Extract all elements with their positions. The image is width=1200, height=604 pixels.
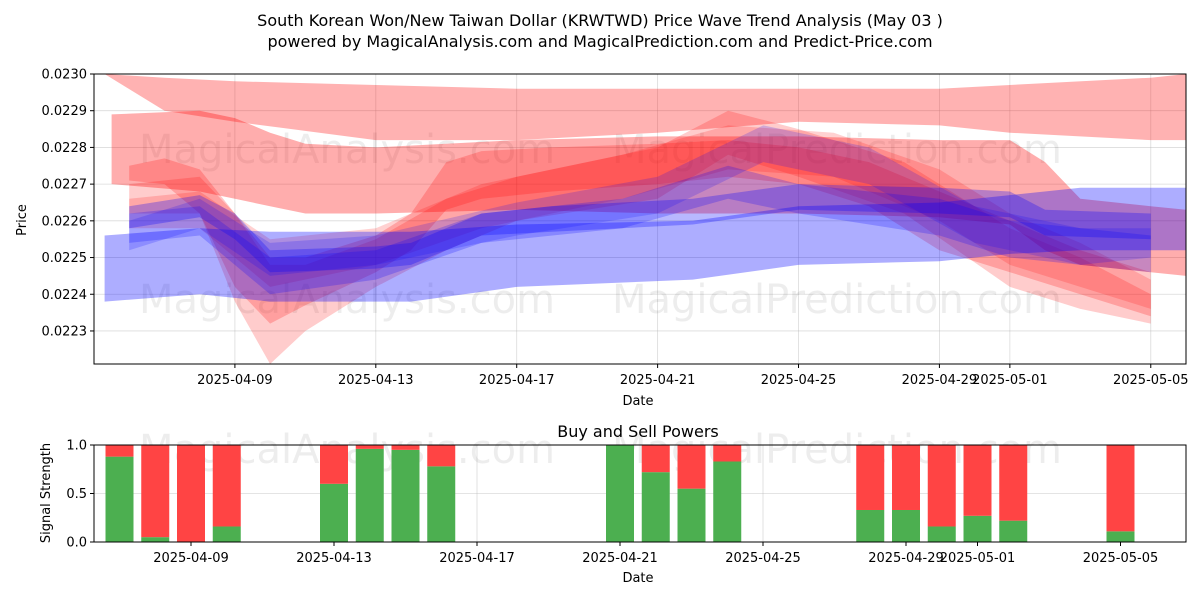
sell-bar	[963, 445, 992, 516]
chart-title-line2: powered by MagicalAnalysis.com and Magic…	[267, 32, 932, 51]
sell-bar	[1106, 445, 1135, 532]
sell-bar	[927, 445, 956, 527]
watermark-prediction-bottom: MagicalPrediction.com	[612, 277, 1062, 323]
buy-bar	[892, 509, 920, 542]
sell-bar	[320, 445, 348, 484]
price-x-ticks: 2025-04-09 2025-04-13 2025-04-17 2025-04-21…	[197, 364, 1189, 388]
price-x-tick-label: 2025-04-29	[902, 373, 978, 388]
buy-bar	[212, 526, 241, 542]
price-y-tick-label: 0.0228	[42, 141, 88, 156]
buy-bar	[927, 526, 956, 542]
price-y-ticks: 0.0223 0.0224 0.0225 0.0226 0.0227 0.0228 0.02…	[42, 68, 94, 339]
buy-bar	[641, 472, 670, 542]
buy-bar	[713, 461, 742, 542]
price-y-tick-label: 0.0223	[42, 324, 88, 339]
price-band-red-1	[104, 74, 1187, 141]
signal-x-tick-label: 2025-05-05	[1083, 551, 1159, 566]
signal-x-tick-label: 2025-04-21	[582, 551, 658, 566]
buy-bar	[427, 466, 456, 542]
buy-bar	[141, 537, 170, 542]
watermark-prediction-top: MagicalPrediction.com	[612, 127, 1062, 173]
price-band-red-2	[129, 140, 1151, 324]
buy-bar	[391, 449, 420, 542]
signal-x-axis-label: Date	[622, 571, 653, 586]
signal-y-tick-label: 0.5	[66, 487, 87, 502]
price-y-tick-label: 0.0227	[42, 178, 88, 193]
price-y-tick-label: 0.0229	[42, 104, 88, 119]
price-band-blue-8	[129, 125, 1151, 276]
price-band-blue-6	[129, 184, 1151, 273]
buy-bar	[105, 456, 134, 542]
sell-bar	[391, 445, 420, 450]
price-y-tick-label: 0.0225	[42, 251, 88, 266]
price-chart: MagicalAnalysis.com MagicalPrediction.co…	[15, 68, 1189, 410]
sell-bar	[713, 445, 742, 462]
buy-bar	[606, 445, 634, 542]
signal-x-tick-label: 2025-04-09	[153, 551, 229, 566]
sell-bar	[892, 445, 920, 510]
price-band-red-4	[129, 125, 1151, 309]
watermark-analysis-top: MagicalAnalysis.com	[139, 127, 555, 173]
signal-x-tick-label: 2025-05-01	[940, 551, 1016, 566]
chart-title-line1: South Korean Won/New Taiwan Dollar (KRWT…	[257, 11, 943, 30]
signal-chart: Buy and Sell Powers MagicalAnalysis.com …	[39, 422, 1187, 586]
price-x-tick-label: 2025-04-09	[197, 373, 273, 388]
sell-bar	[177, 445, 205, 542]
price-x-tick-label: 2025-04-13	[338, 373, 414, 388]
price-x-tick-label: 2025-04-21	[620, 373, 696, 388]
sell-bar	[355, 445, 384, 449]
price-y-tick-label: 0.0230	[42, 68, 88, 83]
price-wave-bands	[104, 74, 1187, 364]
price-y-tick-label: 0.0226	[42, 214, 88, 229]
buy-bar	[1106, 531, 1135, 542]
price-band-blue-5	[104, 187, 1187, 302]
price-band-blue-7	[129, 165, 1151, 295]
price-x-axis-label: Date	[622, 394, 653, 409]
price-band-red-0	[111, 110, 1187, 276]
buy-bar	[856, 509, 885, 542]
price-x-tick-label: 2025-04-17	[479, 373, 555, 388]
signal-chart-title: Buy and Sell Powers	[557, 422, 719, 441]
price-x-tick-label: 2025-05-01	[972, 373, 1048, 388]
sell-bar	[677, 445, 706, 489]
sell-bar	[105, 445, 134, 457]
signal-y-axis-label: Signal Strength	[39, 443, 54, 543]
price-band-red-3	[129, 110, 1151, 364]
price-x-tick-label: 2025-05-05	[1113, 373, 1189, 388]
signal-y-tick-label: 1.0	[66, 439, 87, 454]
signal-x-tick-label: 2025-04-13	[296, 551, 372, 566]
buy-bar	[320, 483, 348, 542]
signal-x-tick-label: 2025-04-29	[868, 551, 944, 566]
price-x-tick-label: 2025-04-25	[761, 373, 837, 388]
signal-x-tick-label: 2025-04-17	[439, 551, 515, 566]
sell-bar	[212, 445, 241, 527]
buy-bar	[963, 515, 992, 542]
price-y-axis-label: Price	[15, 204, 30, 236]
signal-x-ticks: 2025-04-09 2025-04-13 2025-04-17 2025-04-21…	[153, 542, 1158, 566]
signal-bars	[105, 445, 1135, 542]
signal-x-tick-label: 2025-04-25	[725, 551, 801, 566]
sell-bar	[856, 445, 885, 510]
sell-bar	[427, 445, 456, 467]
price-plot-background	[94, 74, 1186, 364]
buy-bar	[999, 520, 1028, 542]
sell-bar	[141, 445, 170, 538]
price-plot-frame	[93, 73, 1187, 365]
signal-y-tick-label: 0.0	[66, 536, 87, 551]
buy-bar	[355, 448, 384, 542]
price-y-tick-label: 0.0224	[42, 288, 88, 303]
price-watermarks: MagicalAnalysis.com MagicalPrediction.co…	[139, 127, 1062, 323]
watermark-analysis-bottom: MagicalAnalysis.com	[139, 277, 555, 323]
signal-y-ticks: 0.0 0.5 1.0	[66, 439, 94, 551]
buy-bar	[677, 488, 706, 542]
sell-bar	[999, 445, 1028, 521]
sell-bar	[641, 445, 670, 473]
